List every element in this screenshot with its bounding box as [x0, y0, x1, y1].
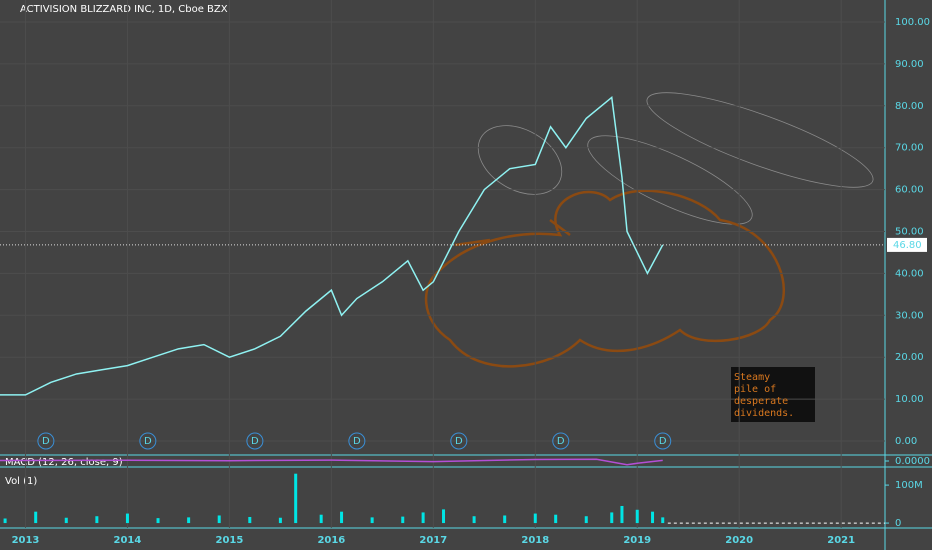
y-tick-label: 100.00 [895, 17, 930, 28]
volume-bar [370, 517, 374, 524]
volume-bar [319, 514, 323, 524]
y-tick-label: 0.00 [895, 436, 917, 447]
y-tick-label: 60.00 [895, 185, 924, 196]
volume-bar [503, 515, 507, 524]
chart-title: ACTIVISION BLIZZARD INC, 1D, Cboe BZX [20, 4, 228, 15]
y-tick-label: 20.00 [895, 352, 924, 363]
y-tick-label: 50.00 [895, 227, 924, 238]
note-text: pile of [734, 384, 776, 395]
x-tick-label: 2021 [827, 535, 855, 546]
x-tick-label: 2016 [317, 535, 345, 546]
volume-bar [248, 516, 252, 524]
volume-bar [442, 509, 446, 524]
note-text: Steamy [734, 372, 770, 383]
x-tick-label: 2018 [521, 535, 549, 546]
macd-title: MACD (12, 26, close, 9) [5, 457, 123, 468]
x-tick-label: 2014 [114, 535, 142, 546]
dividend-marker [348, 432, 366, 450]
volume-bar [610, 512, 614, 524]
dividend-marker [654, 432, 672, 450]
dividend-label: D [557, 436, 565, 447]
volume-bar [156, 518, 160, 524]
volume-bar [584, 516, 588, 524]
volume-bar [651, 511, 655, 524]
last-price-box [887, 237, 927, 252]
volume-bar [294, 473, 298, 524]
volume-bar [3, 518, 7, 524]
x-tick-label: 2013 [12, 535, 40, 546]
volume-bar [187, 517, 191, 524]
y-tick-label: 0.0000 [895, 456, 930, 467]
dividend-marker [139, 432, 157, 450]
cloud-drawing [424, 189, 785, 368]
y-tick-label: 100M [895, 480, 923, 491]
dividend-label: D [353, 436, 361, 447]
dividend-label: D [251, 436, 259, 447]
volume-bar [554, 514, 558, 524]
price-line [0, 458, 663, 466]
volume-title: Vol (1) [5, 476, 37, 487]
dividend-marker [37, 432, 55, 450]
volume-bar [278, 517, 282, 524]
volume-bar [95, 516, 99, 524]
volume-bar [125, 513, 129, 524]
volume-bar [661, 517, 665, 524]
volume-bar [635, 509, 639, 524]
volume-bar [64, 517, 68, 524]
note-box [731, 367, 815, 422]
dividend-marker [552, 432, 570, 450]
x-tick-label: 2020 [725, 535, 753, 546]
volume-bar [34, 511, 38, 524]
volume-bar [421, 512, 425, 524]
volume-bar [620, 505, 624, 524]
volume-bar [401, 516, 405, 524]
note-text: desperate [734, 396, 788, 407]
y-tick-label: 0 [895, 518, 901, 529]
y-tick-label: 70.00 [895, 143, 924, 154]
y-tick-label: 90.00 [895, 59, 924, 70]
note-text: dividends. [734, 408, 794, 419]
y-tick-label: 10.00 [895, 394, 924, 405]
y-tick-label: 80.00 [895, 101, 924, 112]
x-tick-label: 2015 [215, 535, 243, 546]
volume-bar [340, 511, 344, 524]
price-line [0, 95, 664, 396]
y-tick-label: 40.00 [895, 268, 924, 279]
y-tick-label: 30.00 [895, 310, 924, 321]
volume-bar [472, 516, 476, 524]
last-price-label: 46.80 [893, 240, 922, 251]
volume-bar [217, 515, 221, 524]
dividend-label: D [659, 436, 667, 447]
x-tick-label: 2019 [623, 535, 651, 546]
volume-bar [533, 513, 537, 524]
dividend-marker [450, 432, 468, 450]
dividend-marker [246, 432, 264, 450]
dividend-label: D [144, 436, 152, 447]
dividend-label: D [42, 436, 50, 447]
x-tick-label: 2017 [419, 535, 447, 546]
dividend-label: D [455, 436, 463, 447]
